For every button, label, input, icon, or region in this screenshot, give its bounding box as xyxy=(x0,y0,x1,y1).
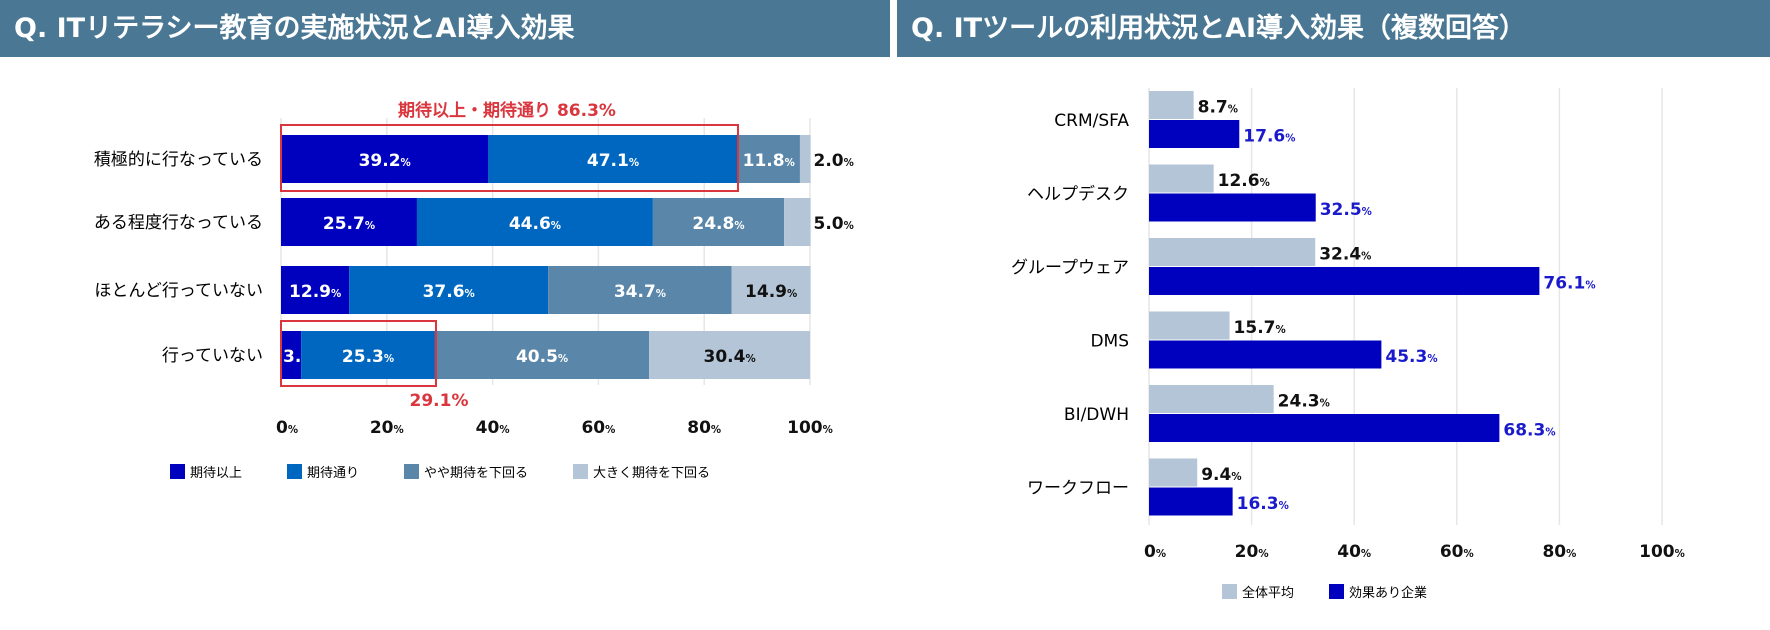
right-panel-title: Q. ITツールの利用状況とAI導入効果（複数回答） xyxy=(897,0,1770,57)
bar-segment xyxy=(281,266,350,314)
x-tick-label: 0% xyxy=(1144,542,1166,562)
legend-label: やや期待を下回る xyxy=(424,466,528,481)
data-label: 32.4% xyxy=(1319,245,1371,265)
data-label: 32.5% xyxy=(1320,200,1372,220)
bar-segment xyxy=(784,198,811,246)
legend-swatch xyxy=(404,464,419,479)
bar xyxy=(1149,91,1194,119)
data-label: 30.4% xyxy=(704,347,756,367)
bar-segment xyxy=(434,331,650,379)
bar-segment xyxy=(416,198,653,246)
bar xyxy=(1149,267,1540,295)
bar xyxy=(1149,458,1198,487)
legend-label: 期待以上 xyxy=(190,466,242,481)
data-label: 34.7% xyxy=(614,282,666,302)
category-label: CRM/SFA xyxy=(1054,111,1129,131)
bar xyxy=(1149,164,1214,193)
x-tick-label: 80% xyxy=(1542,542,1576,562)
bar xyxy=(1149,311,1230,340)
category-label: DMS xyxy=(1090,332,1129,352)
x-tick-label: 80% xyxy=(687,418,721,438)
data-label: 24.3% xyxy=(1278,392,1330,412)
x-tick-label: 100% xyxy=(787,418,833,438)
bar-segment xyxy=(737,135,800,183)
left-panel-title: Q. ITリテラシー教育の実施状況とAI導入効果 xyxy=(0,0,890,57)
category-label: 積極的に行なっている xyxy=(94,150,263,170)
bar xyxy=(1149,120,1240,148)
bar-segment xyxy=(281,331,302,379)
data-label: 12.6% xyxy=(1218,171,1270,191)
category-label: 行っていない xyxy=(162,346,263,366)
x-tick-label: 0% xyxy=(276,418,298,438)
bar xyxy=(1149,414,1500,442)
category-label: ワークフロー xyxy=(1027,479,1129,499)
x-tick-label: 20% xyxy=(1235,542,1269,562)
x-tick-label: 60% xyxy=(581,418,615,438)
category-label: ある程度行なっている xyxy=(94,213,263,233)
legend-swatch xyxy=(170,464,185,479)
data-label: 68.3% xyxy=(1503,421,1555,441)
data-label: 39.2% xyxy=(359,151,411,171)
data-label: 15.7% xyxy=(1234,318,1286,338)
bar-segment xyxy=(731,266,811,314)
bar xyxy=(1149,385,1274,413)
data-label: 24.8% xyxy=(692,214,744,234)
data-label: 76.1% xyxy=(1543,274,1595,294)
legend-label: 大きく期待を下回る xyxy=(593,466,710,481)
bar-segment xyxy=(799,135,811,183)
category-label: ほとんど行っていない xyxy=(94,281,263,301)
data-label: 12.9% xyxy=(289,282,341,302)
bar-segment xyxy=(281,198,417,246)
bar-segment xyxy=(301,331,435,379)
annotation-label: 期待以上・期待通り 86.3% xyxy=(398,100,616,121)
highlight-box xyxy=(280,320,437,387)
bar xyxy=(1149,238,1316,266)
bar-segment xyxy=(649,331,810,379)
category-label: BI/DWH xyxy=(1064,405,1129,425)
x-tick-label: 40% xyxy=(1337,542,1371,562)
legend-swatch xyxy=(573,464,588,479)
legend-swatch xyxy=(1222,584,1237,599)
data-label: 45.3% xyxy=(1385,347,1437,367)
legend-swatch xyxy=(1329,584,1344,599)
x-tick-label: 100% xyxy=(1639,542,1685,562)
bar-segment xyxy=(281,135,489,183)
category-label: ヘルプデスク xyxy=(1027,184,1129,205)
data-label: 16.3% xyxy=(1237,494,1289,514)
data-label: 9.4% xyxy=(1201,465,1241,485)
data-label: 8.7% xyxy=(1198,98,1238,118)
bar-segment xyxy=(488,135,738,183)
legend-label: 効果あり企業 xyxy=(1349,585,1427,601)
data-label: 11.8% xyxy=(743,151,795,171)
x-tick-label: 60% xyxy=(1440,542,1474,562)
data-label: 40.5% xyxy=(516,347,568,367)
category-label: グループウェア xyxy=(1011,258,1129,278)
bar xyxy=(1149,193,1316,222)
data-label: 37.6% xyxy=(423,282,475,302)
highlight-box xyxy=(280,124,739,192)
legend-label: 全体平均 xyxy=(1242,585,1294,601)
bar-segment xyxy=(652,198,785,246)
data-label: 17.6% xyxy=(1243,127,1295,147)
bar xyxy=(1149,487,1233,516)
bar-segment xyxy=(548,266,732,314)
data-label: 5.0% xyxy=(814,214,854,234)
data-label: 2.0% xyxy=(814,151,854,171)
x-tick-label: 40% xyxy=(476,418,510,438)
bar xyxy=(1149,340,1382,369)
legend-swatch xyxy=(287,464,302,479)
bar-segment xyxy=(349,266,549,314)
data-label: 25.3% xyxy=(342,347,394,367)
x-tick-label: 20% xyxy=(370,418,404,438)
data-label: 44.6% xyxy=(509,214,561,234)
data-label: 14.9% xyxy=(745,282,797,302)
legend-label: 期待通り xyxy=(307,466,359,481)
data-label: 47.1% xyxy=(587,151,639,171)
annotation-label: 29.1% xyxy=(410,391,469,411)
data-label: 25.7% xyxy=(323,214,375,234)
